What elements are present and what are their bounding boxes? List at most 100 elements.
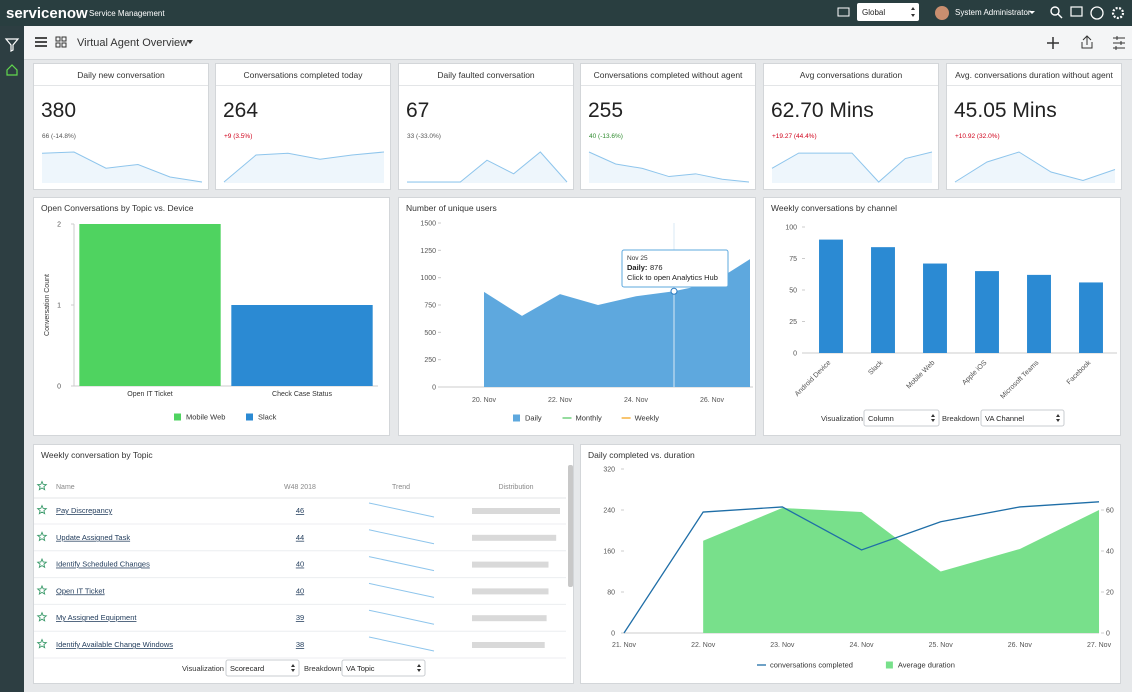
topic-count[interactable]: 40 [296,586,304,595]
control-select[interactable] [863,409,940,427]
bar [231,305,373,386]
search-icon[interactable] [1050,6,1060,16]
y-tick-label: 1500 [420,221,436,228]
topic-name[interactable]: Pay Discrepancy [56,506,113,515]
x-tick-label: 22. Nov [691,642,716,649]
product-name: Service Management [89,9,165,18]
user-caret [1029,11,1035,14]
favorite-star[interactable] [36,557,48,569]
topic-count[interactable]: 39 [296,613,304,622]
x-tick-label: 24. Nov [624,397,649,404]
distribution-bar [472,588,549,595]
sparkline [223,151,385,183]
legend-swatch [513,414,520,422]
topic-name[interactable]: My Assigned Equipment [56,613,137,622]
scope-select[interactable] [857,3,919,21]
kpi-title: Avg conversations duration [800,70,903,80]
topic-count[interactable]: 38 [296,640,304,649]
filter-icon[interactable] [4,38,20,52]
kpi-value: 62.70 Mins [771,99,874,122]
favorite-star[interactable] [36,480,48,491]
topic-count[interactable]: 44 [296,533,304,542]
y-tick-label: 0 [611,631,615,638]
dashboard-title[interactable]: Virtual Agent Overview [77,37,188,49]
favorite-star[interactable] [36,611,48,622]
x-tick-label: Microsoft Teams [1000,359,1041,400]
bar [923,263,947,353]
favorite-star[interactable] [36,504,48,515]
kpi-value: 380 [41,99,76,122]
kpi-value: 255 [588,99,623,122]
distribution-bar [472,508,560,514]
settings-icon[interactable] [1111,6,1125,20]
trend-sparkline [368,529,435,545]
kpi-change: 33 (-33.0%) [407,133,441,140]
kpi-card-canvas: Daily faulted conversation 67 33 (-33.0%) [399,70,573,183]
topic-name[interactable]: Update Assigned Task [56,533,130,542]
x-tick-label: Apple iOS [961,359,988,386]
legend-label[interactable]: Weekly [635,414,660,423]
y-tick-label: 25 [789,319,797,326]
filter-settings-icon[interactable] [1113,36,1125,50]
column-header: Trend [392,484,410,491]
scope-value: Global [862,8,885,17]
column-header: Distribution [498,484,533,491]
topic-count[interactable]: 46 [296,506,304,515]
y-tick-label: 750 [424,303,436,310]
title-caret[interactable] [187,40,193,44]
legend-label[interactable]: Mobile Web [186,413,225,422]
y-tick-label: 250 [424,357,436,364]
sparkline [407,151,568,183]
user-name[interactable]: System Administrator [955,8,1031,17]
grid-icon[interactable] [55,36,67,48]
x-tick-label: Check Case Status [272,391,332,398]
y-tick-label: 320 [603,467,615,474]
kpi-card: Daily faulted conversation 67 33 (-33.0%) [398,63,574,190]
chat-icon[interactable] [1070,6,1083,17]
scrollbar[interactable] [568,465,573,587]
legend-label[interactable]: Monthly [576,414,603,423]
home-icon[interactable] [6,64,18,76]
y-tick-label: 1 [57,303,61,310]
share-icon[interactable] [1081,35,1093,49]
monitor-icon[interactable] [837,7,850,17]
menu-icon[interactable] [35,37,47,47]
favorite-star[interactable] [36,584,48,596]
x-tick-label: 21. Nov [612,642,637,649]
topic-name[interactable]: Identify Scheduled Changes [56,560,150,569]
control-select[interactable] [980,409,1065,427]
add-icon[interactable] [1047,37,1059,49]
sidebar [0,26,24,692]
control-select[interactable] [225,659,300,677]
area [484,259,750,387]
y-tick-label: 100 [785,225,797,232]
legend-label[interactable]: Slack [258,413,277,422]
chart-card: Number of unique users 0 250 500 750 1000 1250… [398,197,756,436]
x-tick-label: Slack [867,359,884,376]
column-header: Name [56,484,75,491]
x-tick-label: 20. Nov [472,397,497,404]
topic-name[interactable]: Identify Available Change Windows [56,640,173,649]
bar [79,224,221,386]
favorite-star[interactable] [36,638,48,649]
x-tick-label: 26. Nov [700,397,725,404]
trend-sparkline [368,582,435,598]
y2-tick-label: 40 [1106,549,1114,556]
control-select[interactable] [341,659,426,677]
bar [871,247,895,353]
logo[interactable]: servicenow [6,5,88,22]
y2-tick-label: 60 [1106,508,1114,515]
favorite-star[interactable] [36,531,48,542]
topic-name[interactable]: Open IT Ticket [56,586,106,595]
topic-count[interactable]: 40 [296,560,304,569]
tooltip-action[interactable]: Click to open Analytics Hub [627,273,718,282]
legend-label[interactable]: Average duration [898,661,955,670]
help-icon[interactable] [1090,6,1104,20]
control-value: VA Channel [985,414,1024,423]
avatar[interactable] [935,6,949,20]
legend-label[interactable]: Daily [525,414,542,423]
distribution-bar [472,561,549,568]
legend-label[interactable]: conversations completed [770,661,853,670]
select-arrows [931,414,935,422]
